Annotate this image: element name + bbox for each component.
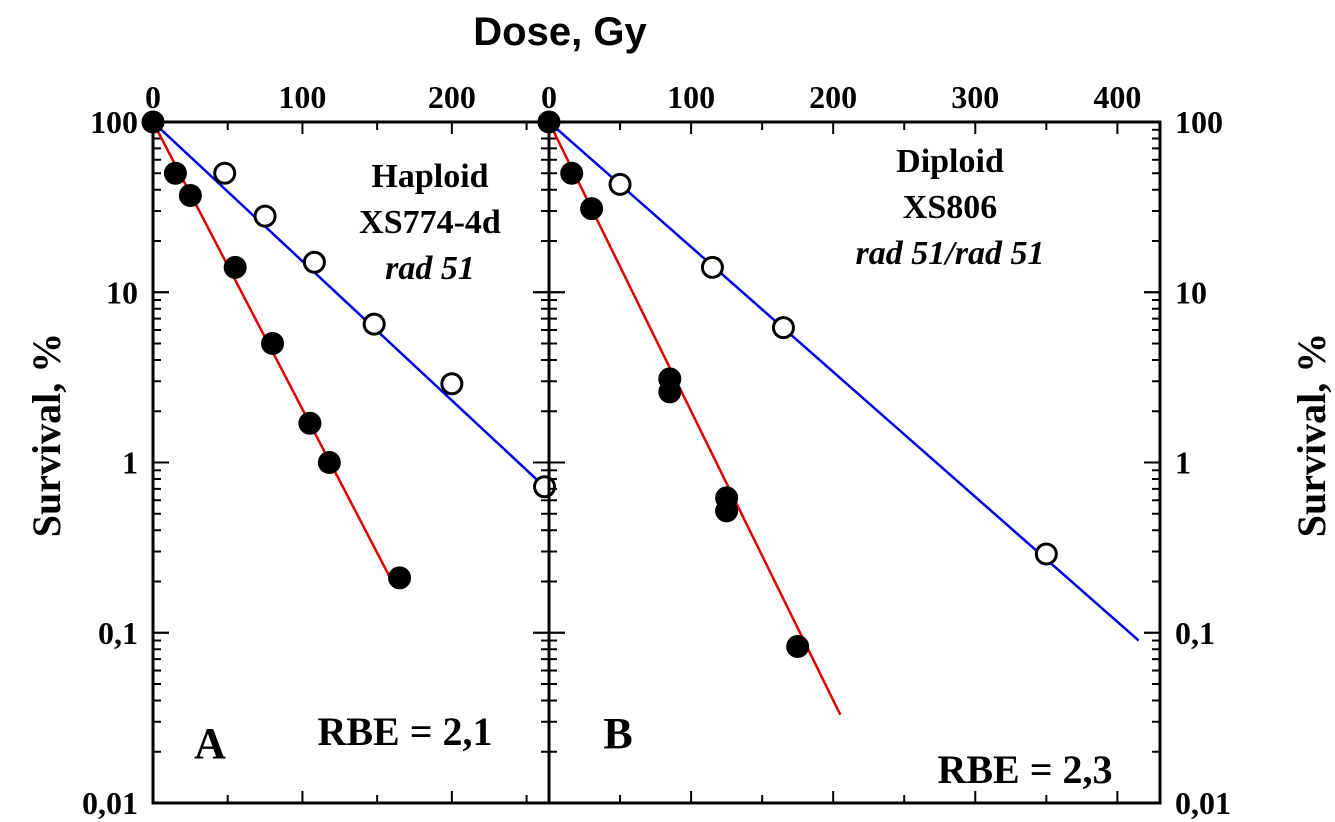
annotation-line: Haploid (371, 158, 488, 195)
data-point-filled (658, 380, 682, 404)
data-point-filled (141, 110, 165, 134)
data-point-filled (537, 110, 561, 134)
x-tick-label: 200 (428, 79, 476, 115)
data-point-filled (388, 566, 412, 590)
panel-letter: A (194, 719, 226, 768)
panel-frame (547, 120, 1162, 805)
data-point-open (700, 255, 724, 279)
data-point-filled (261, 332, 285, 356)
y-tick-label-left: 10 (106, 274, 138, 310)
data-point-open (213, 161, 237, 185)
x-tick-label: 300 (951, 79, 999, 115)
y-tick-label-right: 1 (1175, 445, 1191, 481)
y-tick-label-right: 100 (1175, 104, 1223, 140)
x-tick-label: 100 (667, 79, 715, 115)
data-point-open (1034, 542, 1058, 566)
y-tick-label-left: 1 (122, 445, 138, 481)
data-point-filled (580, 197, 604, 221)
x-tick-label: 400 (1093, 79, 1141, 115)
data-point-filled (298, 411, 322, 435)
panel-b: 0 100 200 300 400 Diploid XS806 rad 51/rad 51 B R… (537, 79, 1162, 805)
y-axis-label-right: Survival, % (1289, 333, 1334, 537)
data-point-open (362, 312, 386, 336)
annotation-line: Diploid (896, 143, 1004, 180)
x-tick-label: 100 (278, 79, 326, 115)
x-tick-label: 0 (145, 79, 161, 115)
y-tick-label-left: 0,1 (98, 615, 138, 651)
data-point-open (608, 172, 632, 196)
y-tick-label-right: 10 (1175, 274, 1207, 310)
panel-letter: B (603, 709, 632, 758)
fit-line-filled (547, 121, 842, 716)
annotation-line: rad 51/rad 51 (856, 235, 1045, 272)
x-tick-label: 0 (541, 79, 557, 115)
rbe-label: RBE = 2,1 (317, 709, 492, 754)
data-point-open (440, 372, 464, 396)
annotation-line: rad 51 (385, 250, 475, 287)
fit-line-open (152, 121, 546, 488)
y-tick-label-left: 0,01 (82, 785, 138, 821)
data-point-open (302, 250, 326, 274)
chart-title: Dose, Gy (473, 10, 647, 54)
data-point-filled (786, 635, 810, 659)
annotation-line: XS774-4d (359, 204, 501, 241)
panel-a: 0 100 200 Haploid XS774-4d rad 51 A RBE = 2,1 (141, 79, 557, 805)
y-axis-label-left: Survival, % (24, 333, 69, 537)
data-point-open (771, 316, 795, 340)
data-point-filled (715, 499, 739, 523)
data-point-filled (223, 255, 247, 279)
x-tick-label: 200 (809, 79, 857, 115)
data-point-filled (317, 451, 341, 474)
y-tick-label-left: 100 (90, 104, 138, 140)
data-point-filled (163, 161, 187, 185)
rbe-label: RBE = 2,3 (937, 747, 1112, 792)
data-point-filled (560, 161, 584, 185)
y-tick-label-right: 0,01 (1175, 785, 1231, 821)
data-point-filled (178, 184, 202, 208)
annotation-line: XS806 (903, 189, 997, 226)
y-tick-label-right: 0,1 (1175, 615, 1215, 651)
data-point-open (253, 204, 277, 228)
